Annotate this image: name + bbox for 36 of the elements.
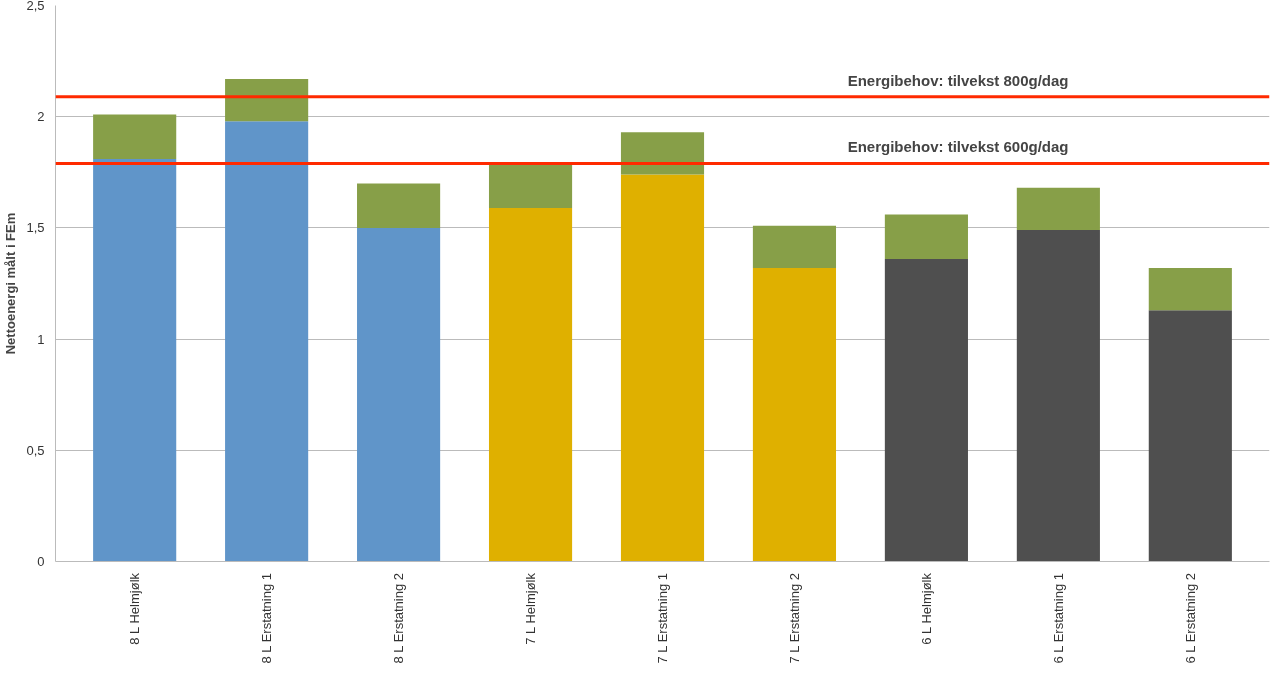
ref-line-label: Energibehov: tilvekst 600g/dag: [847, 138, 1069, 156]
y-tick-label: 2,5: [26, 0, 45, 13]
x-tick-label: 6 L Helmjølk: [918, 572, 934, 645]
bar: [1016, 187, 1100, 231]
bar: [1148, 267, 1232, 311]
x-tick-label: 6 L Erstatning 2: [1182, 572, 1198, 664]
bar: [357, 227, 441, 562]
x-tick-label: 7 L Helmjølk: [523, 572, 539, 645]
y-axis-title: Nettoenergi målt i FEm: [3, 212, 19, 355]
y-tick-label: 1,5: [26, 220, 45, 236]
x-tick-label: 8 L Helmjølk: [127, 572, 143, 645]
y-tick-label: 1: [37, 331, 45, 347]
bar: [225, 78, 309, 122]
bar: [752, 267, 837, 562]
bar: [488, 163, 573, 208]
x-tick-label: 7 L Erstatning 1: [655, 572, 670, 664]
y-tick-label: 0: [37, 554, 45, 569]
y-tick-label: 2: [37, 109, 45, 125]
bar: [884, 214, 968, 260]
bar: [357, 183, 441, 228]
bar: [1148, 310, 1232, 562]
x-tick-label: 8 L Erstatning 1: [259, 572, 275, 664]
bar: [620, 132, 705, 175]
bar: [620, 174, 705, 562]
bar: [93, 114, 177, 159]
bar: [884, 259, 968, 562]
bar: [93, 158, 177, 562]
bar: [225, 121, 309, 562]
x-tick-label: 7 L Erstatning 2: [786, 572, 802, 664]
bar: [752, 225, 837, 268]
ref-line-label: Energibehov: tilvekst 800g/dag: [847, 71, 1069, 89]
x-tick-label: 6 L Erstatning 1: [1050, 572, 1066, 664]
bar: [1016, 230, 1100, 562]
y-tick-label: 0,5: [26, 442, 45, 458]
bar: [488, 207, 573, 562]
x-tick-label: 8 L Erstatning 2: [391, 572, 407, 664]
